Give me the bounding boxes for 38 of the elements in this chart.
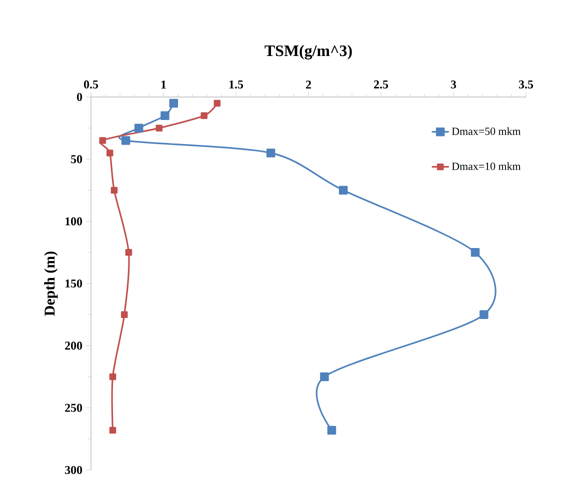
point — [109, 426, 116, 434]
y-axis-title: Depth (m) — [44, 252, 58, 316]
point — [121, 136, 130, 145]
legend-label: Dmax=10 mkm — [452, 162, 521, 170]
point — [200, 112, 208, 120]
x-tick-label: 3 — [450, 80, 456, 88]
y-tick-label: 150 — [66, 279, 82, 288]
legend-label: Dmax=50 mkm — [452, 127, 521, 136]
point — [480, 310, 488, 319]
x-tick-label: 1 — [161, 80, 166, 88]
point — [110, 186, 118, 194]
y-tick-label: 50 — [71, 155, 82, 164]
point — [214, 100, 221, 107]
point — [338, 186, 348, 195]
y-tick-label: 100 — [66, 217, 82, 226]
point — [160, 111, 170, 120]
point — [125, 249, 132, 256]
y-tick-label: 200 — [65, 342, 82, 350]
x-tick-label: 1.5 — [229, 80, 244, 89]
point — [106, 150, 114, 156]
y-tick-label: 250 — [65, 404, 82, 412]
point — [109, 373, 116, 380]
point — [99, 137, 106, 144]
chart-title: TSM(g/m^3) — [264, 44, 352, 60]
point — [266, 148, 276, 158]
x-tick-label: 2.5 — [374, 80, 388, 89]
y-tick-label: 300 — [65, 466, 82, 474]
point — [120, 311, 128, 318]
point — [327, 426, 336, 435]
x-tick-label: 0.5 — [84, 80, 98, 89]
x-tick-label: 3.5 — [518, 80, 534, 89]
x-tick-label: 2 — [306, 80, 311, 88]
point — [169, 98, 178, 108]
point — [134, 124, 144, 132]
point — [156, 124, 163, 132]
point — [470, 248, 480, 257]
point — [320, 372, 329, 382]
y-tick-label: 0 — [76, 92, 82, 102]
